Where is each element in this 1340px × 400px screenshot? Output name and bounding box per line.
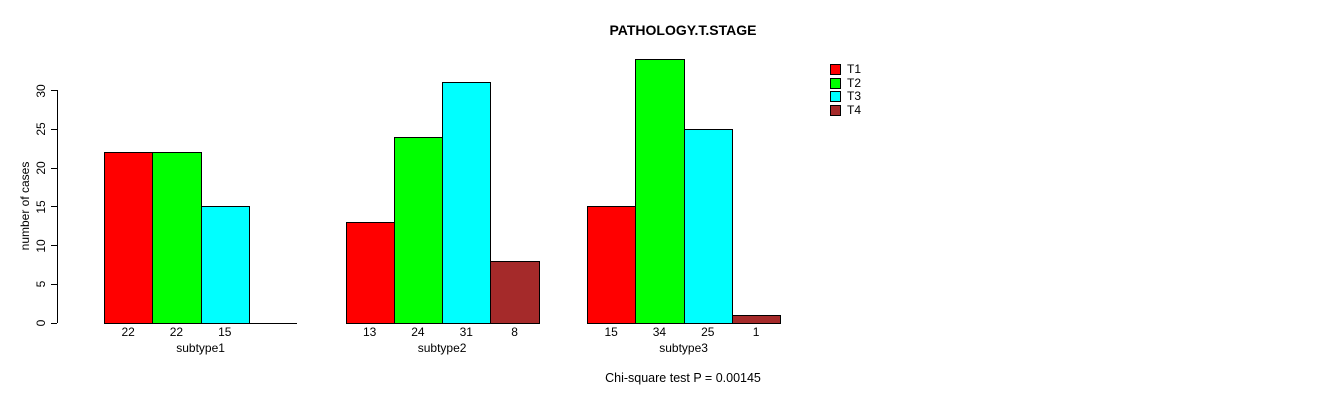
- bar-t2-subtype1: [152, 152, 202, 324]
- bar-value-label: 25: [701, 325, 715, 339]
- chi-square-note: Chi-square test P = 0.00145: [605, 371, 761, 385]
- legend-item-t1: T1: [830, 62, 862, 77]
- y-axis-tick: [51, 322, 57, 324]
- legend-item-t4: T4: [830, 102, 862, 118]
- group-label-subtype1: subtype1: [176, 341, 225, 355]
- bar-value-label: 24: [411, 325, 425, 339]
- bar-t4-subtype3: [731, 314, 782, 324]
- y-axis-tick: [51, 206, 57, 208]
- y-axis-tick-label: 10: [34, 238, 48, 253]
- chart-title: PATHOLOGY.T.STAGE: [609, 22, 757, 38]
- bar-value-label: 31: [459, 325, 473, 339]
- bar-t3-subtype2: [442, 82, 492, 324]
- y-axis-tick: [51, 167, 57, 169]
- legend-swatch-icon: [830, 64, 841, 76]
- legend-label: T2: [847, 75, 862, 90]
- legend-label: T3: [847, 89, 862, 103]
- y-axis-tick: [51, 90, 57, 91]
- bar-value-label: 22: [169, 325, 184, 339]
- bar-value-label: 1: [752, 325, 760, 339]
- legend-item-t3: T3: [830, 89, 862, 104]
- y-axis-tick: [51, 128, 57, 130]
- legend-swatch-icon: [830, 91, 841, 103]
- y-axis-line: [57, 90, 58, 323]
- y-axis-tick-label: 0: [34, 319, 48, 327]
- y-axis-tick-label: 20: [34, 161, 48, 175]
- legend-swatch-icon: [830, 77, 841, 89]
- y-axis-tick: [51, 245, 57, 246]
- y-axis-tick-label: 5: [34, 280, 48, 288]
- bar-t3-subtype1: [200, 206, 250, 324]
- bar-value-label: 22: [121, 325, 135, 339]
- bar-t4-subtype2: [490, 260, 540, 324]
- bar-value-label: 8: [511, 325, 518, 339]
- bar-t1-subtype1: [104, 152, 154, 324]
- bar-value-label: 15: [604, 325, 618, 339]
- group-label-subtype3: subtype3: [659, 341, 708, 355]
- bar-value-label: 15: [218, 325, 232, 339]
- bar-t1-subtype3: [587, 206, 637, 324]
- bar-value-label: 13: [362, 325, 377, 339]
- bar-value-label: 34: [652, 325, 667, 339]
- group-label-subtype2: subtype2: [417, 341, 467, 355]
- bar-t2-subtype2: [393, 136, 444, 324]
- y-axis-tick-label: 25: [34, 122, 48, 136]
- legend-swatch-icon: [830, 104, 841, 116]
- y-axis-tick-label: 15: [34, 200, 48, 214]
- y-axis-tick-label: 30: [34, 83, 48, 98]
- bar-t2-subtype3: [635, 59, 685, 324]
- legend-label: T1: [847, 62, 862, 76]
- legend: T1 T2 T3 T4: [830, 62, 862, 118]
- legend-label: T4: [847, 102, 862, 117]
- legend-item-t2: T2: [830, 75, 862, 91]
- y-axis-tick: [51, 283, 57, 285]
- bar-t3-subtype3: [683, 128, 733, 324]
- bar-t1-subtype2: [345, 221, 395, 324]
